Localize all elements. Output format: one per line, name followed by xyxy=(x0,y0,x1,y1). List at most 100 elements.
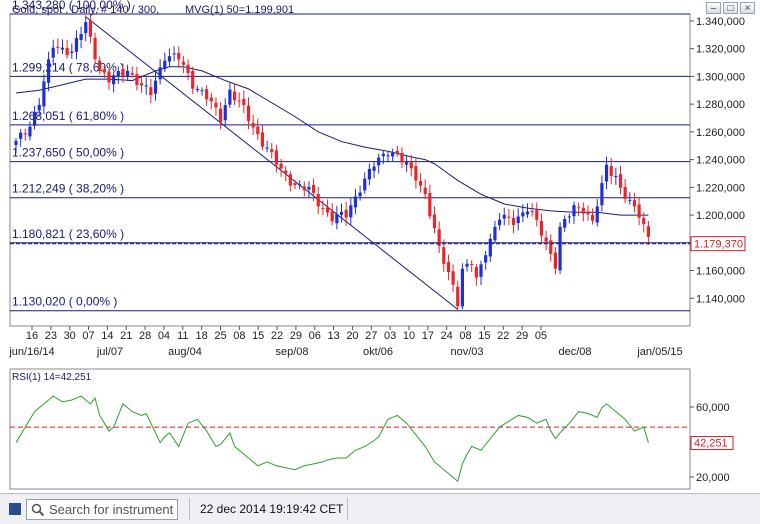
x-tick-label: 25 xyxy=(214,330,226,342)
moving-average-line xyxy=(15,66,649,216)
status-divider xyxy=(189,498,190,520)
candle-body xyxy=(428,193,432,217)
rsi-axis: 60,000 20,000 xyxy=(690,402,730,484)
candle xyxy=(400,147,404,169)
candle xyxy=(56,38,60,55)
candle-body xyxy=(549,240,553,254)
x-tick-label: 29 xyxy=(516,330,528,342)
price-box-value: 1.179,370 xyxy=(694,239,743,251)
candle xyxy=(456,280,460,312)
candle xyxy=(121,63,125,83)
price-tick-label: 1.240,000 xyxy=(696,155,745,167)
candle xyxy=(484,250,488,270)
candle-body xyxy=(344,209,348,218)
candle-body xyxy=(172,53,176,55)
close-button[interactable]: × xyxy=(740,2,755,14)
candle-body xyxy=(367,168,371,180)
chart-title: Gold, spot , Daily, # 140 / 300, xyxy=(12,4,159,16)
x-tick-label: 07 xyxy=(82,330,94,342)
candle-body xyxy=(288,174,292,186)
x-tick-label: 08 xyxy=(233,330,245,342)
candle xyxy=(246,97,251,130)
x-tick-label: 15 xyxy=(478,330,490,342)
candle xyxy=(418,173,423,193)
candle-body xyxy=(302,186,306,191)
candle-body xyxy=(42,81,46,107)
candle xyxy=(102,65,106,79)
candle xyxy=(293,180,297,190)
candle-body xyxy=(442,247,446,264)
x-tick-label: 03 xyxy=(384,330,396,342)
rsi-value-frame xyxy=(690,436,734,451)
candle-body xyxy=(386,155,390,157)
candle xyxy=(232,83,237,105)
x-tick-label: 16 xyxy=(26,330,38,342)
fib-level-label: 1.237,650 ( 50,00% ) xyxy=(12,146,124,160)
candle xyxy=(470,260,474,273)
candle xyxy=(214,97,218,116)
candle-body xyxy=(502,214,506,219)
candle xyxy=(446,254,451,281)
candle xyxy=(172,46,176,62)
search-input[interactable] xyxy=(49,500,175,519)
candle-body xyxy=(572,205,576,217)
candle xyxy=(363,172,367,194)
candle xyxy=(186,59,190,81)
candle-body xyxy=(181,61,185,65)
candle xyxy=(65,39,69,59)
candle xyxy=(242,90,246,114)
candle-body xyxy=(270,149,274,153)
fibonacci-levels: 1.343,280 ( 100,00% ) 1.299,214 ( 78,60% … xyxy=(10,0,690,312)
instrument-color-icon[interactable] xyxy=(9,503,21,515)
candle-body xyxy=(339,211,344,215)
candle xyxy=(423,179,427,200)
candle-body xyxy=(139,83,144,86)
candle-body xyxy=(349,205,353,218)
candle-body xyxy=(60,47,65,50)
candle xyxy=(116,66,120,85)
candle xyxy=(479,260,483,286)
candle xyxy=(614,167,618,185)
candle xyxy=(493,220,497,244)
candle xyxy=(312,178,316,202)
candle xyxy=(177,46,181,68)
status-divider xyxy=(347,498,348,520)
minimize-button[interactable]: – xyxy=(706,2,721,14)
candle xyxy=(223,98,227,126)
x-tick-label: 13 xyxy=(327,330,339,342)
candle-body xyxy=(474,267,478,278)
candle xyxy=(553,247,557,275)
candle xyxy=(260,124,265,151)
candle xyxy=(628,192,632,205)
candle-body xyxy=(330,211,334,222)
candle-body xyxy=(135,74,139,86)
candle-body xyxy=(112,75,116,85)
candle xyxy=(256,118,260,141)
candle-body xyxy=(488,238,492,257)
x-tick-label: 05 xyxy=(535,330,547,342)
candle-body xyxy=(498,219,502,226)
candle-body xyxy=(200,90,204,92)
candle-body xyxy=(246,105,251,121)
candle xyxy=(60,39,65,55)
candle xyxy=(107,68,111,90)
timestamp: 22 dec 2014 19:19:42 CET xyxy=(200,502,344,516)
candle-body xyxy=(219,108,223,123)
candle xyxy=(325,199,330,217)
month-label: aug/04 xyxy=(168,346,202,358)
rsi-value-box: 42,251 xyxy=(690,436,734,451)
candle xyxy=(409,155,413,177)
candle-body xyxy=(158,67,162,80)
candle xyxy=(28,121,32,141)
candle-body xyxy=(544,237,548,242)
x-tick-label: 04 xyxy=(158,330,170,342)
price-tick-label: 1.280,000 xyxy=(696,99,745,111)
instrument-search[interactable] xyxy=(26,499,178,520)
candle xyxy=(19,129,23,147)
candle-body xyxy=(130,72,134,75)
candle xyxy=(521,204,525,223)
candle-body xyxy=(293,183,297,186)
candle-body xyxy=(446,262,451,273)
maximize-button[interactable]: □ xyxy=(723,2,738,14)
candle xyxy=(344,201,348,226)
